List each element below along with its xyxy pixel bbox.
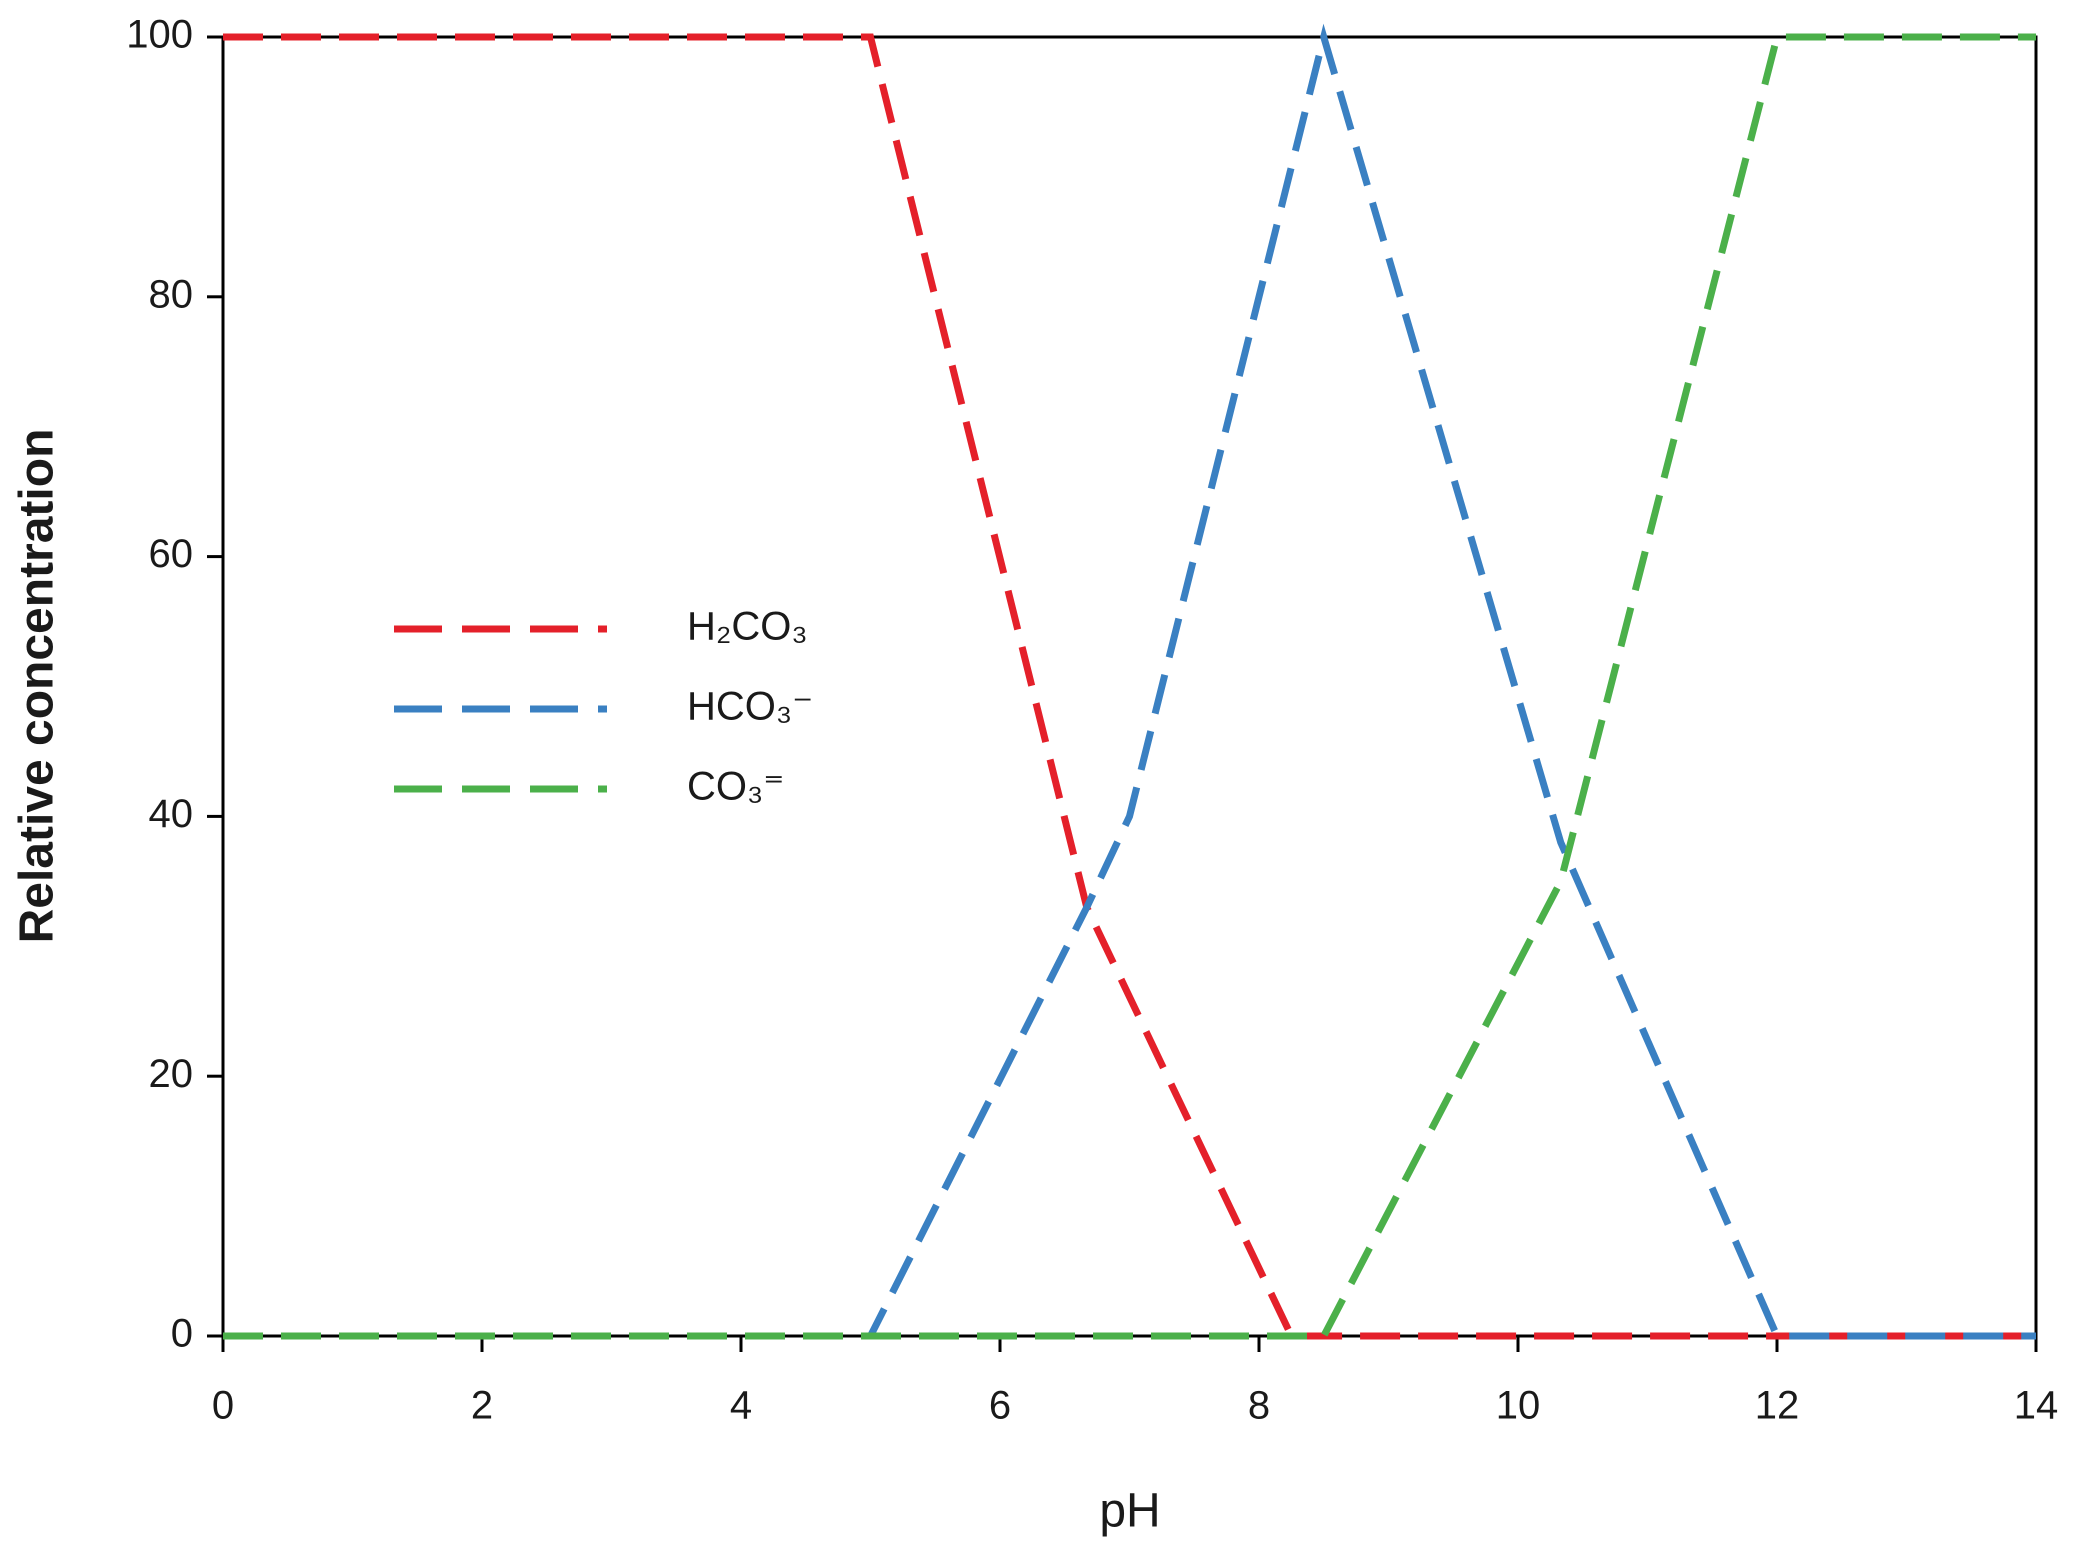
y-tick-label: 40	[149, 792, 194, 836]
x-tick-label: 0	[212, 1384, 234, 1428]
x-tick-label: 10	[1496, 1384, 1541, 1428]
y-axis-label: Relative concentration	[11, 429, 64, 944]
x-tick-label: 12	[1755, 1384, 1800, 1428]
y-tick-label: 0	[171, 1312, 193, 1356]
series-line	[223, 33, 2036, 1340]
x-tick-label: 2	[471, 1384, 493, 1428]
series-line	[223, 33, 2036, 1340]
legend-label: H₂CO₃	[687, 605, 808, 649]
legend-label: CO₃⁼	[687, 765, 784, 809]
x-tick-label: 8	[1248, 1384, 1270, 1428]
x-tick-label: 14	[2014, 1384, 2059, 1428]
legend-label: HCO₃⁻	[687, 685, 813, 729]
y-tick-label: 60	[149, 532, 194, 576]
x-tick-label: 6	[989, 1384, 1011, 1428]
y-tick-label: 20	[149, 1052, 194, 1096]
y-tick-label: 80	[149, 272, 194, 316]
plot-frame	[221, 35, 2038, 1338]
series-line	[223, 23, 2036, 1340]
y-tick-label: 100	[126, 13, 193, 57]
x-tick-label: 4	[730, 1384, 752, 1428]
x-axis-label: pH	[1099, 1485, 1160, 1538]
